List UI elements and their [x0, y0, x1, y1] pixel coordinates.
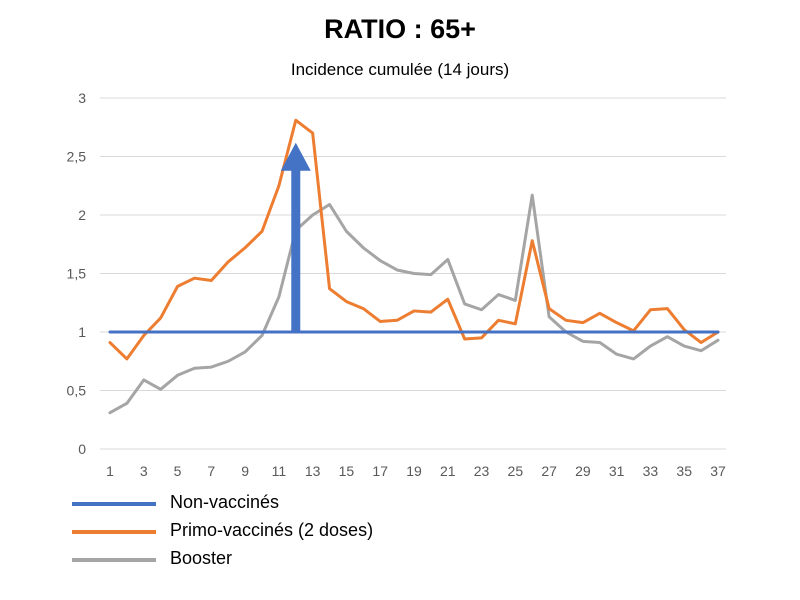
x-tick-label: 17	[372, 463, 388, 479]
x-tick-label: 31	[609, 463, 625, 479]
chart-title: RATIO : 65+	[324, 14, 476, 44]
line-chart: 00,511,522,531 3 5 7 9 11 13 15 17 19 21 23 25 27 29 31…	[67, 90, 726, 479]
x-tick-label: 21	[440, 463, 456, 479]
x-tick-label: 27	[541, 463, 557, 479]
x-tick-label: 3	[140, 463, 148, 479]
x-tick-label: 33	[643, 463, 659, 479]
series-line-booster	[108, 193, 720, 415]
x-tick-label: 13	[305, 463, 321, 479]
arrow-head	[280, 142, 311, 171]
x-tick-label: 37	[710, 463, 726, 479]
series-line-primo-vaccin-s-2-doses	[108, 118, 720, 361]
y-tick-label: 0,5	[67, 383, 87, 399]
x-tick-label: 9	[241, 463, 249, 479]
arrow-shaft	[291, 168, 301, 332]
y-tick-label: 2,5	[67, 149, 87, 165]
legend-label-non-vaccines: Non-vaccinés	[170, 492, 280, 512]
legend-swatch-booster	[72, 558, 156, 562]
x-tick-label: 5	[174, 463, 182, 479]
x-tick-label: 19	[406, 463, 422, 479]
x-tick-label: 23	[474, 463, 490, 479]
x-tick-label: 7	[207, 463, 215, 479]
x-tick-label: 1	[106, 463, 114, 479]
chart-subtitle: Incidence cumulée (14 jours)	[290, 60, 510, 79]
y-tick-label: 1	[78, 324, 86, 340]
y-tick-label: 3	[78, 90, 86, 106]
x-tick-label: 15	[339, 463, 355, 479]
legend-swatch-primo-vaccines	[72, 530, 156, 534]
x-tick-label: 35	[676, 463, 692, 479]
x-tick-label: 11	[272, 463, 287, 479]
y-tick-label: 2	[78, 207, 86, 223]
legend-label-primo-vaccines: Primo-vaccinés (2 doses)	[170, 520, 374, 540]
y-tick-label: 0	[78, 441, 86, 457]
legend-label-booster: Booster	[170, 548, 233, 568]
x-tick-label: 25	[508, 463, 524, 479]
y-tick-label: 1,5	[67, 266, 87, 282]
legend-swatch-non-vaccines	[72, 502, 156, 506]
x-tick-label: 29	[575, 463, 591, 479]
